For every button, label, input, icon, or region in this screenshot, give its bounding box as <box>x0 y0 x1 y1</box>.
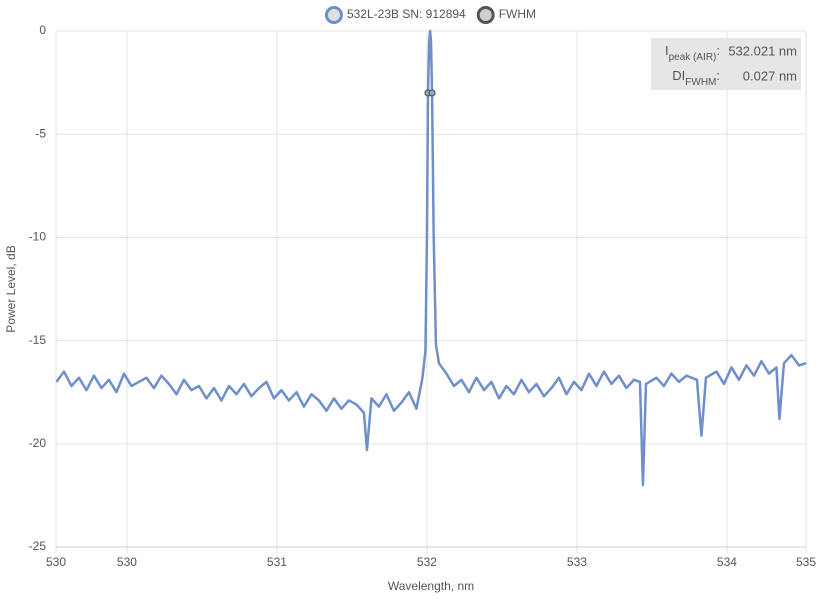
x-tick-label: 533 <box>567 555 587 569</box>
info-subscript: peak (AIR) <box>669 52 717 63</box>
x-tick-label: 530 <box>46 555 66 569</box>
info-label: DIFWHM: <box>672 68 720 88</box>
info-symbol: I <box>665 43 669 58</box>
x-axis-title: Wavelength, nm <box>388 579 474 593</box>
info-symbol: DI <box>672 68 685 83</box>
x-tick-label: 532 <box>417 555 437 569</box>
info-value: 0.027 nm <box>743 68 797 83</box>
info-value: 532.021 nm <box>728 43 797 58</box>
y-axis-title: Power Level, dB <box>4 245 18 332</box>
info-subscript: FWHM <box>685 77 716 88</box>
fwhm-point <box>428 89 436 97</box>
legend-label: FWHM <box>499 7 536 21</box>
y-tick-label: -20 <box>29 436 47 450</box>
info-colon: : <box>716 68 720 83</box>
x-tick-label: 531 <box>267 555 287 569</box>
info-colon: : <box>716 43 720 58</box>
legend-marker <box>476 6 495 24</box>
y-tick-label: -10 <box>29 230 47 244</box>
legend-marker <box>324 6 343 24</box>
y-tick-label: -15 <box>29 333 47 347</box>
x-tick-label: 535 <box>796 555 816 569</box>
info-box <box>651 38 801 90</box>
x-tick-label: 534 <box>717 555 737 569</box>
legend: 532L-23B SN: 912894 FWHM <box>324 6 536 24</box>
legend-label: 532L-23B SN: 912894 <box>347 7 466 21</box>
spectrum-line <box>55 29 807 487</box>
y-tick-label: -25 <box>29 539 47 553</box>
info-label: Ipeak (AIR): <box>665 43 720 63</box>
x-tick-label: 530 <box>117 555 137 569</box>
y-tick-label: 0 <box>39 23 46 37</box>
y-tick-label: -5 <box>35 126 46 140</box>
